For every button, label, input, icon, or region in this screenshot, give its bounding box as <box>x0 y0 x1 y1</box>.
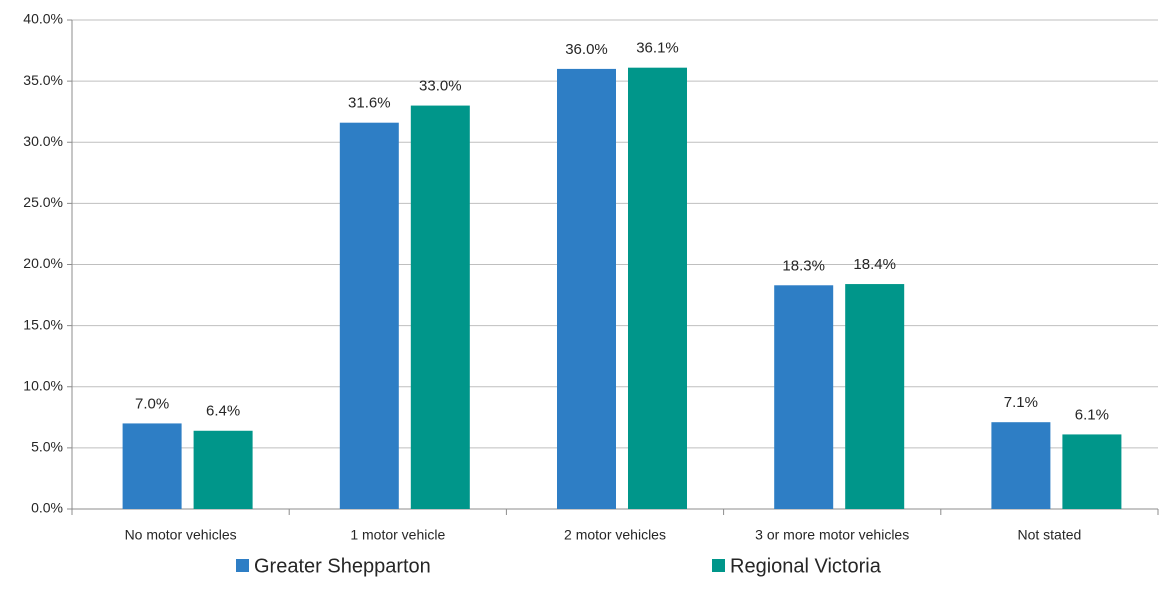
legend-swatch <box>712 559 725 572</box>
x-tick-label: 1 motor vehicle <box>350 527 445 543</box>
value-label: 18.4% <box>853 256 896 273</box>
legend-swatch <box>236 559 249 572</box>
y-tick-label: 10.0% <box>23 377 63 393</box>
bar <box>193 430 253 509</box>
value-label: 18.3% <box>782 257 825 274</box>
y-tick-label: 15.0% <box>23 316 63 332</box>
value-label: 31.6% <box>348 95 391 112</box>
y-tick-label: 20.0% <box>23 255 63 271</box>
value-label: 7.0% <box>135 395 169 412</box>
bar <box>557 68 616 510</box>
y-tick-label: 0.0% <box>31 500 63 516</box>
x-tick-label: 2 motor vehicles <box>564 527 666 543</box>
bar <box>339 122 399 509</box>
legend-label: Greater Shepparton <box>254 555 431 577</box>
value-label: 33.0% <box>419 78 462 95</box>
legend-label: Regional Victoria <box>730 555 882 577</box>
bar <box>628 67 687 510</box>
x-tick-label: 3 or more motor vehicles <box>755 527 909 543</box>
value-label: 6.1% <box>1075 406 1109 423</box>
x-tick-label: No motor vehicles <box>125 527 237 543</box>
y-tick-label: 30.0% <box>23 133 63 149</box>
x-tick-label: Not stated <box>1017 527 1081 543</box>
bar <box>845 284 905 509</box>
value-label: 6.4% <box>206 403 240 420</box>
bar <box>774 285 834 509</box>
y-tick-label: 5.0% <box>31 439 63 455</box>
bar <box>410 105 470 509</box>
bar <box>1062 434 1122 509</box>
bar <box>122 423 182 509</box>
y-tick-label: 25.0% <box>23 194 63 210</box>
value-label: 7.1% <box>1004 394 1038 411</box>
bar <box>991 422 1051 509</box>
value-label: 36.0% <box>565 41 608 58</box>
value-label: 36.1% <box>636 40 679 57</box>
y-tick-label: 35.0% <box>23 72 63 88</box>
y-tick-label: 40.0% <box>23 11 63 27</box>
